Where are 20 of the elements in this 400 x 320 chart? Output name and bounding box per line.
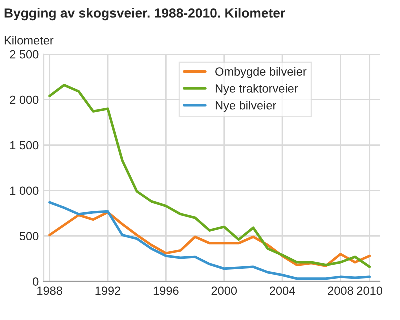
y-tick-label: 0: [33, 278, 39, 286]
legend-label: Nye bilveier: [216, 101, 276, 112]
y-tick-label: 1 000: [10, 186, 39, 196]
x-tick-label: 1996: [154, 286, 179, 296]
chart-title: Bygging av skogsveier. 1988-2010. Kilometer: [4, 8, 286, 21]
x-tick-label: 2004: [270, 286, 296, 296]
x-tick-label: 1992: [96, 286, 121, 296]
y-tick-label: 2 500: [10, 50, 39, 59]
x-tick-label: 2008: [328, 286, 354, 296]
y-tick-label: 500: [20, 232, 39, 241]
y-tick-label: 2 000: [10, 96, 39, 104]
x-tick-label: 2010: [357, 286, 382, 296]
y-axis-title: Kilometer: [4, 36, 54, 45]
legend-label: Ombygde bilveier: [216, 67, 307, 78]
line-series: [48, 84, 372, 268]
line-series: [48, 201, 372, 280]
x-tick-label: 2000: [212, 286, 238, 296]
y-tick-label: 1 500: [10, 141, 39, 150]
legend-label: Nye traktorveier: [216, 84, 298, 96]
x-tick-label: 1988: [38, 286, 62, 296]
